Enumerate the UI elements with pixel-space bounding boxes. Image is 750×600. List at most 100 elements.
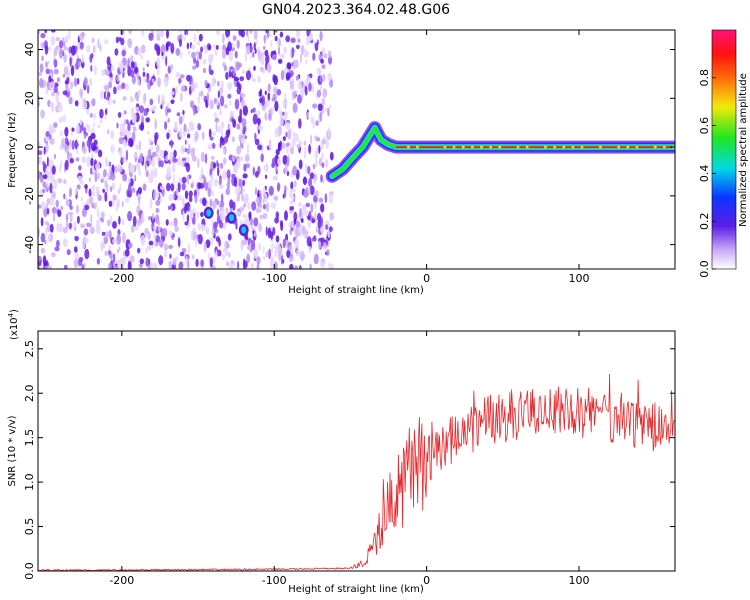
noise-speckle: [232, 35, 237, 41]
noise-speckle: [103, 85, 109, 90]
noise-speckle: [69, 56, 72, 67]
noise-speckle: [228, 263, 234, 269]
noise-speckle: [196, 30, 199, 34]
noise-speckle: [265, 202, 270, 213]
noise-speckle: [117, 229, 121, 235]
noise-speckle: [258, 50, 262, 61]
noise-speckle: [314, 212, 317, 221]
noise-speckle: [303, 154, 307, 159]
noise-speckle: [39, 63, 44, 73]
noise-speckle: [170, 90, 175, 96]
ridge-dot: [452, 145, 456, 149]
noise-speckle: [216, 160, 219, 168]
noise-speckle: [256, 263, 260, 269]
noise-speckle: [270, 39, 273, 48]
y-tick-label: 2.0: [23, 384, 36, 402]
y-tick-label: 1.0: [23, 473, 36, 491]
noise-speckle: [172, 258, 177, 266]
noise-speckle: [226, 251, 230, 257]
noise-speckle: [229, 117, 233, 123]
noise-speckle: [99, 44, 102, 52]
noise-speckle: [48, 46, 52, 51]
noise-speckle: [145, 257, 149, 267]
noise-speckle: [259, 214, 264, 220]
noise-speckle: [241, 118, 247, 128]
noise-speckle: [317, 213, 322, 222]
noise-speckle: [212, 162, 217, 169]
noise-speckle: [96, 258, 101, 265]
noise-speckle: [309, 263, 312, 269]
noise-speckle: [76, 78, 80, 85]
noise-speckle: [116, 249, 120, 254]
noise-speckle: [156, 57, 161, 68]
noise-speckle: [313, 201, 317, 210]
noise-speckle: [212, 131, 217, 137]
noise-speckle: [280, 222, 284, 231]
y-tick-label: -40: [23, 236, 36, 254]
noise-speckle: [86, 107, 90, 115]
noise-speckle: [160, 104, 163, 110]
noise-speckle: [132, 215, 137, 227]
noise-speckle: [227, 81, 233, 90]
noise-speckle: [287, 129, 292, 140]
noise-speckle: [196, 105, 200, 112]
ridge-dot: [480, 145, 483, 149]
noise-speckle: [63, 264, 68, 269]
noise-speckle: [311, 237, 317, 242]
noise-speckle: [45, 88, 49, 95]
noise-speckle: [320, 216, 323, 227]
noise-speckle: [111, 182, 116, 190]
noise-speckle: [285, 143, 290, 147]
noise-speckle: [149, 79, 153, 86]
noise-speckle: [58, 165, 61, 173]
noise-speckle: [173, 193, 176, 200]
noise-speckle: [245, 70, 252, 81]
noise-speckle: [99, 118, 103, 124]
noise-speckle: [69, 139, 72, 147]
noise-speckle: [319, 31, 323, 42]
noise-speckle: [39, 78, 44, 88]
noise-speckle: [172, 158, 178, 163]
noise-speckle: [223, 157, 227, 165]
noise-speckle: [211, 228, 215, 237]
noise-speckle: [75, 204, 80, 214]
noise-speckle: [102, 188, 105, 193]
noise-speckle: [69, 205, 73, 210]
noise-speckle: [184, 221, 189, 226]
noise-speckle: [289, 263, 294, 269]
noise-speckle: [237, 157, 241, 169]
noise-speckle: [84, 248, 90, 260]
noise-speckle: [195, 50, 199, 56]
noise-speckle: [219, 88, 223, 98]
noise-speckle: [179, 74, 185, 79]
noise-speckle: [329, 151, 334, 161]
noise-speckle: [264, 174, 268, 179]
colorbar-tick-label: 0.4: [698, 165, 711, 183]
noise-speckle: [320, 140, 324, 151]
noise-speckle: [294, 59, 299, 69]
noise-speckle: [180, 145, 186, 154]
noise-speckle: [217, 166, 220, 177]
noise-speckle: [68, 30, 71, 40]
noise-speckle: [106, 96, 110, 101]
noise-speckle: [105, 108, 108, 115]
noise-speckle: [56, 239, 60, 248]
noise-speckle: [53, 86, 58, 94]
noise-speckle: [192, 254, 195, 260]
snr-series-line: [38, 373, 675, 571]
noise-speckle: [195, 60, 200, 68]
noise-speckle: [252, 166, 255, 176]
noise-speckle: [50, 252, 56, 258]
noise-speckle: [108, 161, 112, 167]
noise-speckle: [270, 202, 276, 210]
noise-speckle: [314, 173, 318, 181]
noise-speckle: [321, 47, 326, 56]
noise-speckle: [271, 162, 275, 169]
noise-speckle: [124, 83, 129, 91]
noise-speckle: [222, 170, 227, 180]
noise-speckle: [139, 263, 143, 268]
noise-speckle: [63, 46, 68, 51]
noise-speckle: [153, 190, 157, 201]
noise-speckle: [253, 248, 258, 259]
noise-speckle: [226, 181, 230, 190]
